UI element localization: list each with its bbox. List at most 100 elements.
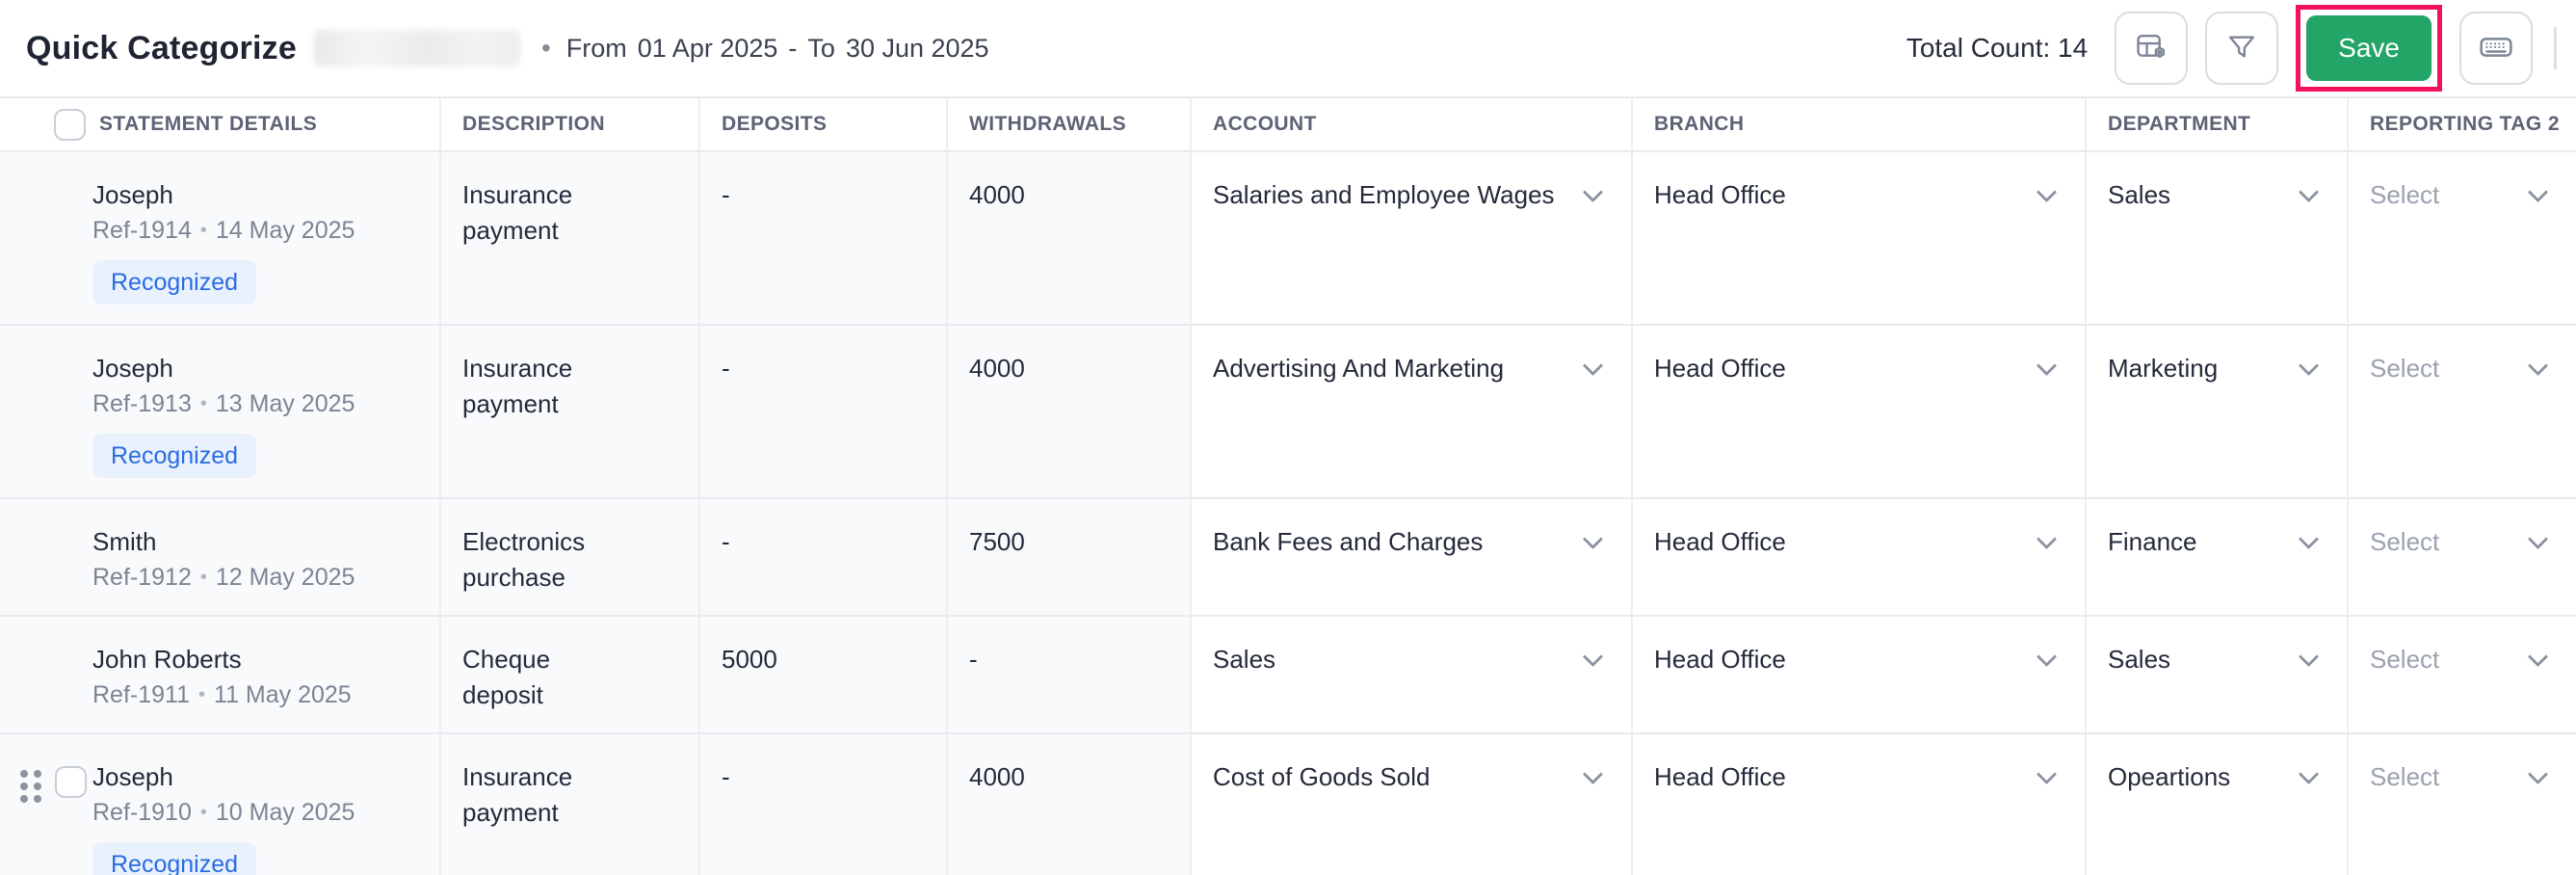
branch-value: Head Office <box>1654 645 1786 674</box>
ref-date-separator: • <box>199 567 207 588</box>
reference-and-date: Ref-1914 • 14 May 2025 <box>92 213 416 249</box>
withdrawal-amount: 4000 <box>969 762 1025 791</box>
chevron-down-icon <box>2527 528 2549 550</box>
reference-number: Ref-1913 <box>92 390 192 417</box>
department-dropdown[interactable]: Opeartions <box>2087 734 2349 875</box>
department-dropdown[interactable]: Finance <box>2087 499 2349 617</box>
department-value: Sales <box>2108 180 2171 209</box>
select-all-checkbox[interactable] <box>54 108 86 141</box>
date-dash: - <box>788 33 798 63</box>
chevron-down-icon <box>2298 763 2320 785</box>
deposit-amount: - <box>722 527 730 556</box>
branch-dropdown[interactable]: Head Office <box>1633 326 2087 499</box>
account-dropdown[interactable]: Salaries and Employee Wages <box>1192 152 1633 326</box>
withdrawal-amount: - <box>969 645 978 674</box>
description-cell: Cheque deposit <box>441 617 700 734</box>
department-dropdown[interactable]: Sales <box>2087 617 2349 734</box>
save-button[interactable]: Save <box>2306 15 2431 81</box>
reference-and-date: Ref-1911 • 11 May 2025 <box>92 677 416 713</box>
chevron-down-icon <box>2298 646 2320 668</box>
deposit-amount: - <box>722 180 730 209</box>
deposits-cell: 5000 <box>700 617 948 734</box>
reporting-tag-value: Select <box>2370 180 2440 209</box>
withdrawals-cell: 4000 <box>948 326 1192 499</box>
customize-columns-button[interactable] <box>2115 12 2189 85</box>
payee-name: John Roberts <box>92 645 242 674</box>
account-value: Bank Fees and Charges <box>1213 527 1484 556</box>
reporting-tag-dropdown[interactable]: Select <box>2349 152 2576 326</box>
payee-name: Joseph <box>92 762 173 791</box>
payee-name: Joseph <box>92 354 173 383</box>
filter-button[interactable] <box>2205 12 2279 85</box>
branch-dropdown[interactable]: Head Office <box>1633 734 2087 875</box>
reference-number: Ref-1914 <box>92 217 192 244</box>
payee-name: Smith <box>92 527 157 556</box>
chevron-down-icon <box>2036 646 2058 668</box>
account-dropdown[interactable]: Bank Fees and Charges <box>1192 499 1633 617</box>
branch-dropdown[interactable]: Head Office <box>1633 499 2087 617</box>
column-header-statement-details: STATEMENT DETAILS <box>0 96 441 152</box>
description-cell: Insurance payment <box>441 152 700 326</box>
account-value: Sales <box>1213 645 1276 674</box>
column-header-deposits: DEPOSITS <box>700 96 948 152</box>
reference-number: Ref-1911 <box>92 681 190 708</box>
department-dropdown[interactable]: Marketing <box>2087 326 2349 499</box>
reporting-tag-value: Select <box>2370 762 2440 791</box>
department-value: Sales <box>2108 645 2171 674</box>
branch-value: Head Office <box>1654 180 1786 209</box>
filter-icon <box>2223 29 2260 68</box>
redacted-text <box>313 30 520 66</box>
withdrawal-amount: 4000 <box>969 180 1025 209</box>
drag-handle-icon[interactable] <box>20 770 41 803</box>
reporting-tag-dropdown[interactable]: Select <box>2349 617 2576 734</box>
transaction-date: 12 May 2025 <box>215 564 355 591</box>
account-value: Advertising And Marketing <box>1213 354 1505 383</box>
chevron-down-icon <box>1582 355 1604 377</box>
branch-dropdown[interactable]: Head Office <box>1633 152 2087 326</box>
page-title: Quick Categorize <box>26 29 297 66</box>
reporting-tag-dropdown[interactable]: Select <box>2349 734 2576 875</box>
column-header-account: ACCOUNT <box>1192 96 1633 152</box>
column-header-reporting-tag-2: REPORTING TAG 2 <box>2349 96 2576 152</box>
account-dropdown[interactable]: Advertising And Marketing <box>1192 326 1633 499</box>
chevron-down-icon <box>2527 763 2549 785</box>
date-from-label: From <box>565 33 627 63</box>
deposits-cell: - <box>700 734 948 875</box>
description-text: Cheque deposit <box>462 645 551 709</box>
branch-dropdown[interactable]: Head Office <box>1633 617 2087 734</box>
account-dropdown[interactable]: Cost of Goods Sold <box>1192 734 1633 875</box>
account-dropdown[interactable]: Sales <box>1192 617 1633 734</box>
transaction-date: 13 May 2025 <box>215 390 355 417</box>
reporting-tag-dropdown[interactable]: Select <box>2349 326 2576 499</box>
description-cell: Insurance payment <box>441 734 700 875</box>
reporting-tag-value: Select <box>2370 527 2440 556</box>
transaction-date: 14 May 2025 <box>215 217 355 244</box>
chevron-down-icon <box>2298 355 2320 377</box>
chevron-down-icon <box>2036 763 2058 785</box>
keyboard-shortcuts-button[interactable] <box>2459 12 2533 85</box>
reporting-tag-value: Select <box>2370 645 2440 674</box>
reporting-tag-dropdown[interactable]: Select <box>2349 499 2576 617</box>
statement-details-cell: Joseph Ref-1914 • 14 May 2025 Recognized <box>0 152 441 326</box>
chevron-down-icon <box>1582 528 1604 550</box>
description-cell: Insurance payment <box>441 326 700 499</box>
chevron-down-icon <box>2036 528 2058 550</box>
ref-date-separator: • <box>199 802 207 823</box>
department-dropdown[interactable]: Sales <box>2087 152 2349 326</box>
description-text: Insurance payment <box>462 762 573 827</box>
deposit-amount: - <box>722 762 730 791</box>
bullet-separator: • <box>540 33 551 63</box>
transactions-table: STATEMENT DETAILS DESCRIPTION DEPOSITS W… <box>0 96 2576 875</box>
withdrawals-cell: - <box>948 617 1192 734</box>
chevron-down-icon <box>1582 646 1604 668</box>
row-checkbox[interactable] <box>55 766 87 798</box>
account-value: Cost of Goods Sold <box>1213 762 1431 791</box>
withdrawals-cell: 4000 <box>948 152 1192 326</box>
chevron-down-icon <box>2036 355 2058 377</box>
top-bar-right: Total Count: 14 Save <box>1906 5 2557 92</box>
chevron-down-icon <box>2036 181 2058 203</box>
customize-columns-icon <box>2133 29 2169 68</box>
total-count: Total Count: 14 <box>1906 33 2089 63</box>
payee-name: Joseph <box>92 180 173 209</box>
column-header-label: STATEMENT DETAILS <box>99 113 318 135</box>
